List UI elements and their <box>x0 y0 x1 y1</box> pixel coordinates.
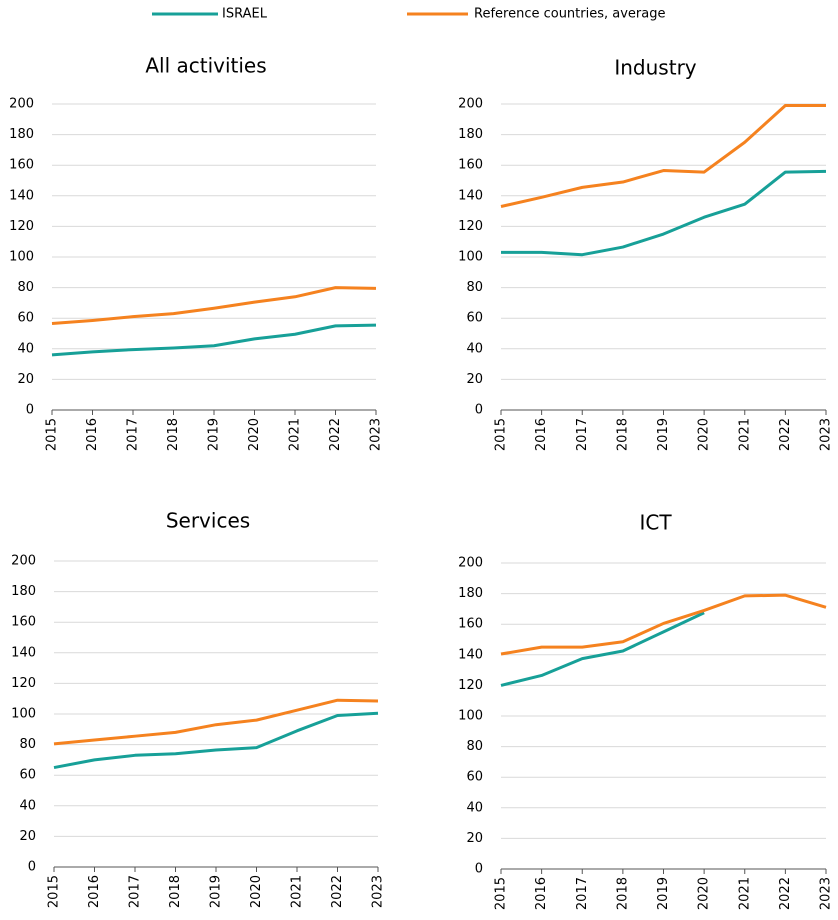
x-tick-label: 2018 <box>615 418 630 451</box>
y-tick-label: 0 <box>28 860 36 875</box>
y-tick-label: 20 <box>466 372 483 387</box>
y-tick-label: 20 <box>17 372 34 387</box>
legend-label: ISRAEL <box>222 7 268 22</box>
x-tick-label: 2022 <box>778 877 793 910</box>
y-tick-label: 160 <box>458 158 483 173</box>
series-line <box>53 711 379 770</box>
x-tick-label: 2017 <box>126 418 141 451</box>
x-tick-label: 2021 <box>737 877 752 910</box>
x-tick-label: 2018 <box>615 877 630 910</box>
series-line <box>500 593 827 656</box>
y-tick-label: 140 <box>458 188 483 203</box>
y-tick-label: 120 <box>9 219 34 234</box>
y-tick-label: 20 <box>466 831 483 846</box>
y-tick-label: 0 <box>475 403 483 418</box>
y-tick-label: 0 <box>26 403 34 418</box>
y-tick-label: 120 <box>458 219 483 234</box>
x-tick-label: 2023 <box>371 875 386 908</box>
x-tick-label: 2023 <box>369 418 384 451</box>
y-tick-label: 40 <box>17 341 34 356</box>
y-tick-label: 160 <box>11 615 36 630</box>
series-line <box>501 169 827 257</box>
y-tick-label: 180 <box>458 586 483 601</box>
y-tick-label: 60 <box>466 770 483 785</box>
x-tick-label: 2019 <box>656 418 671 451</box>
series-line <box>500 104 826 208</box>
y-tick-label: 160 <box>9 158 34 173</box>
y-tick-label: 160 <box>458 617 483 632</box>
y-tick-label: 60 <box>466 311 483 326</box>
chart-title: Industry <box>614 56 696 80</box>
x-tick-label: 2021 <box>290 875 305 908</box>
y-tick-label: 100 <box>458 709 483 724</box>
y-tick-label: 60 <box>19 768 36 783</box>
y-tick-label: 80 <box>19 737 36 752</box>
y-tick-label: 80 <box>466 739 483 754</box>
y-tick-label: 40 <box>466 341 483 356</box>
x-tick-label: 2022 <box>328 418 343 451</box>
x-tick-label: 2022 <box>778 418 793 451</box>
x-tick-label: 2018 <box>166 418 181 451</box>
y-tick-label: 140 <box>11 645 36 660</box>
y-tick-label: 100 <box>9 250 34 265</box>
x-tick-label: 2017 <box>128 875 143 908</box>
y-tick-label: 20 <box>19 829 36 844</box>
y-tick-label: 80 <box>17 280 34 295</box>
x-tick-label: 2016 <box>534 877 549 910</box>
x-tick-label: 2020 <box>249 875 264 908</box>
x-tick-label: 2021 <box>737 418 752 451</box>
x-tick-label: 2023 <box>819 877 834 910</box>
y-tick-label: 40 <box>466 800 483 815</box>
series-line <box>51 286 377 326</box>
y-tick-label: 140 <box>9 188 34 203</box>
y-tick-label: 200 <box>11 554 36 569</box>
y-tick-label: 80 <box>466 280 483 295</box>
y-tick-label: 180 <box>9 127 34 142</box>
x-tick-label: 2019 <box>207 418 222 451</box>
series-line <box>500 611 705 687</box>
y-tick-label: 200 <box>9 97 34 112</box>
chart-title: ICT <box>639 511 672 535</box>
x-tick-label: 2015 <box>45 418 60 451</box>
x-tick-label: 2018 <box>168 875 183 908</box>
x-tick-label: 2022 <box>330 875 345 908</box>
y-tick-label: 180 <box>458 127 483 142</box>
y-tick-label: 200 <box>458 97 483 112</box>
x-tick-label: 2020 <box>247 418 262 451</box>
x-tick-label: 2020 <box>697 877 712 910</box>
y-tick-label: 140 <box>458 647 483 662</box>
y-tick-label: 120 <box>11 676 36 691</box>
x-tick-label: 2016 <box>87 875 102 908</box>
x-tick-label: 2015 <box>494 418 509 451</box>
chart-title: All activities <box>145 54 266 78</box>
y-tick-label: 180 <box>11 584 36 599</box>
chart-title: Services <box>166 509 250 533</box>
x-tick-label: 2016 <box>534 418 549 451</box>
x-tick-label: 2019 <box>209 875 224 908</box>
x-tick-label: 2015 <box>494 877 509 910</box>
y-tick-label: 60 <box>17 311 34 326</box>
x-tick-label: 2015 <box>47 875 62 908</box>
y-tick-label: 0 <box>475 862 483 877</box>
x-tick-label: 2023 <box>819 418 834 451</box>
y-tick-label: 120 <box>458 678 483 693</box>
y-tick-label: 200 <box>458 556 483 571</box>
x-tick-label: 2019 <box>656 877 671 910</box>
y-tick-label: 100 <box>11 707 36 722</box>
x-tick-label: 2021 <box>288 418 303 451</box>
y-tick-label: 40 <box>19 798 36 813</box>
x-tick-label: 2017 <box>575 418 590 451</box>
x-tick-label: 2017 <box>575 877 590 910</box>
series-line <box>53 698 379 746</box>
y-tick-label: 100 <box>458 250 483 265</box>
series-line <box>51 323 377 357</box>
x-tick-label: 2016 <box>85 418 100 451</box>
x-tick-label: 2020 <box>697 418 712 451</box>
legend-label: Reference countries, average <box>474 7 665 22</box>
